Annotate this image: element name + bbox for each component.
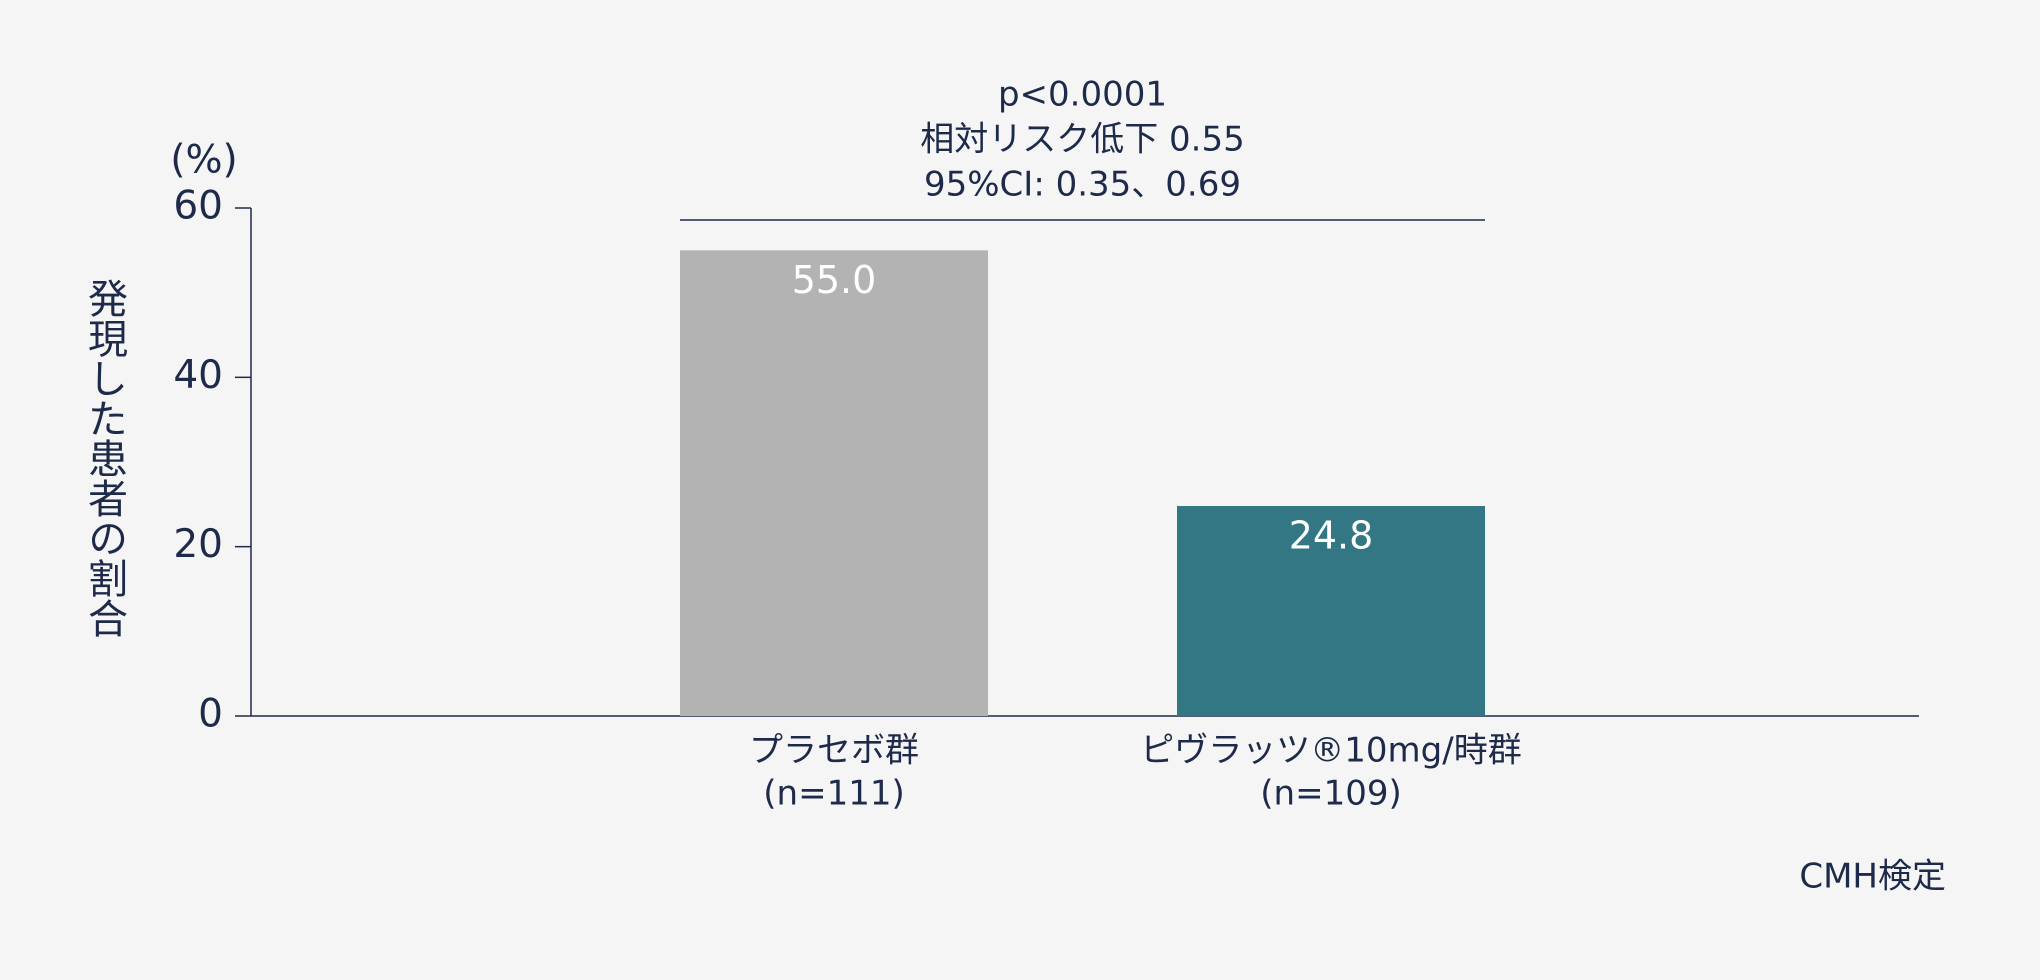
y-tick-label: 40 (173, 353, 223, 398)
y-tick-label: 0 (198, 692, 223, 737)
annotation: 相対リスク低下 0.55 (920, 120, 1245, 160)
annotation: p<0.0001 (998, 75, 1167, 115)
y-tick-label: 20 (173, 522, 223, 567)
x-tick-sublabel: (n=109) (1260, 774, 1401, 814)
y-axis-label: 発現した患者の割合 (81, 278, 127, 638)
value-label: 24.8 (1289, 514, 1374, 558)
x-tick-sublabel: (n=111) (763, 774, 904, 814)
value-label: 55.0 (792, 258, 877, 302)
bar (1177, 506, 1485, 716)
x-tick-label: プラセボ群 (749, 731, 919, 771)
y-tick-label: 60 (173, 184, 223, 229)
footnote: CMH検定 (1799, 857, 1946, 897)
bar (680, 250, 988, 717)
y-unit: (%) (170, 138, 238, 183)
x-tick-label: ピヴラッツ®10mg/時群 (1140, 731, 1521, 771)
annotation: 95%CI: 0.35、0.69 (924, 165, 1241, 205)
